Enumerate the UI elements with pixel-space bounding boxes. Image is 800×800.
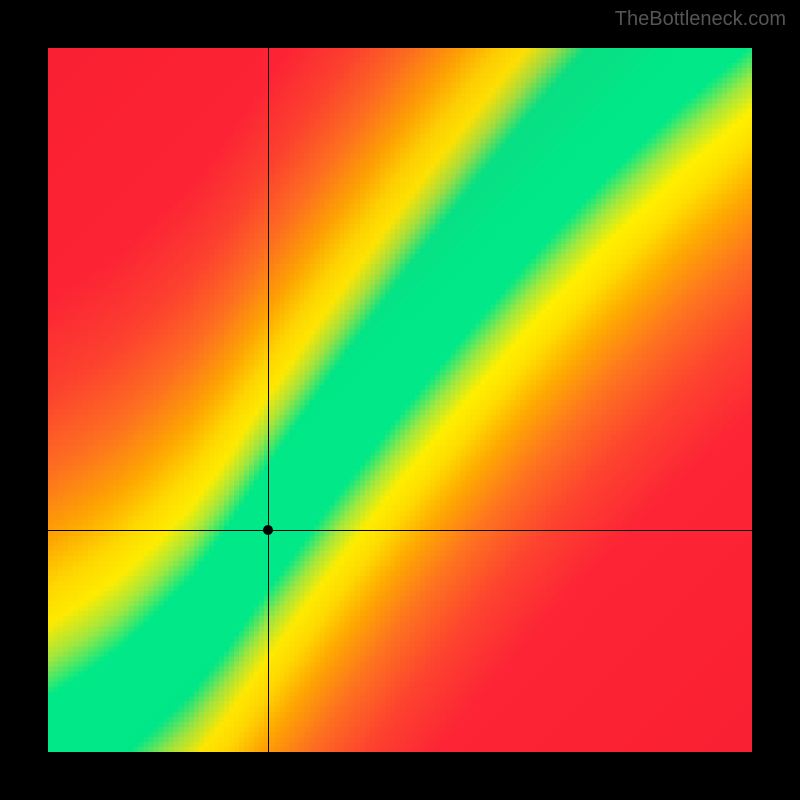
plot-area: [48, 48, 752, 752]
heatmap-canvas: [48, 48, 752, 752]
watermark-text: TheBottleneck.com: [615, 8, 786, 31]
crosshair-horizontal: [48, 530, 752, 531]
chart-container: TheBottleneck.com: [0, 0, 800, 800]
marker-dot: [263, 525, 273, 535]
crosshair-vertical: [268, 48, 269, 752]
